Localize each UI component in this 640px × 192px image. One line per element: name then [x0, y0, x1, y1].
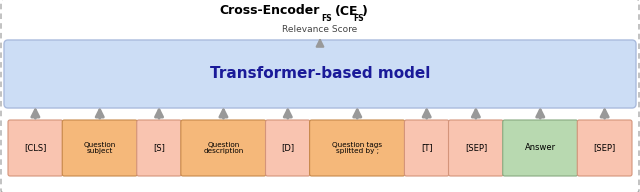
Text: Question
subject: Question subject: [84, 142, 116, 155]
Text: ): ): [362, 4, 368, 17]
Text: [D]: [D]: [281, 143, 294, 152]
Text: Cross-Encoder: Cross-Encoder: [220, 4, 320, 17]
FancyBboxPatch shape: [310, 120, 405, 176]
FancyBboxPatch shape: [8, 120, 63, 176]
Text: Question tags
splitted by ;: Question tags splitted by ;: [332, 142, 382, 155]
Text: [SEP]: [SEP]: [465, 143, 487, 152]
Text: FS: FS: [321, 14, 332, 23]
Text: FS: FS: [353, 14, 364, 23]
Text: [CLS]: [CLS]: [24, 143, 47, 152]
FancyBboxPatch shape: [181, 120, 266, 176]
FancyBboxPatch shape: [266, 120, 310, 176]
Text: Relevance Score: Relevance Score: [282, 25, 358, 33]
Text: (CE: (CE: [335, 4, 358, 17]
Text: [T]: [T]: [421, 143, 433, 152]
Text: [SEP]: [SEP]: [593, 143, 616, 152]
Text: [S]: [S]: [153, 143, 165, 152]
Text: Question
description: Question description: [204, 142, 244, 155]
FancyBboxPatch shape: [404, 120, 449, 176]
FancyBboxPatch shape: [503, 120, 578, 176]
Text: Transformer-based model: Transformer-based model: [210, 66, 430, 81]
FancyBboxPatch shape: [577, 120, 632, 176]
FancyBboxPatch shape: [62, 120, 137, 176]
Text: Answer: Answer: [525, 143, 556, 152]
FancyBboxPatch shape: [449, 120, 503, 176]
FancyBboxPatch shape: [137, 120, 181, 176]
FancyBboxPatch shape: [4, 40, 636, 108]
